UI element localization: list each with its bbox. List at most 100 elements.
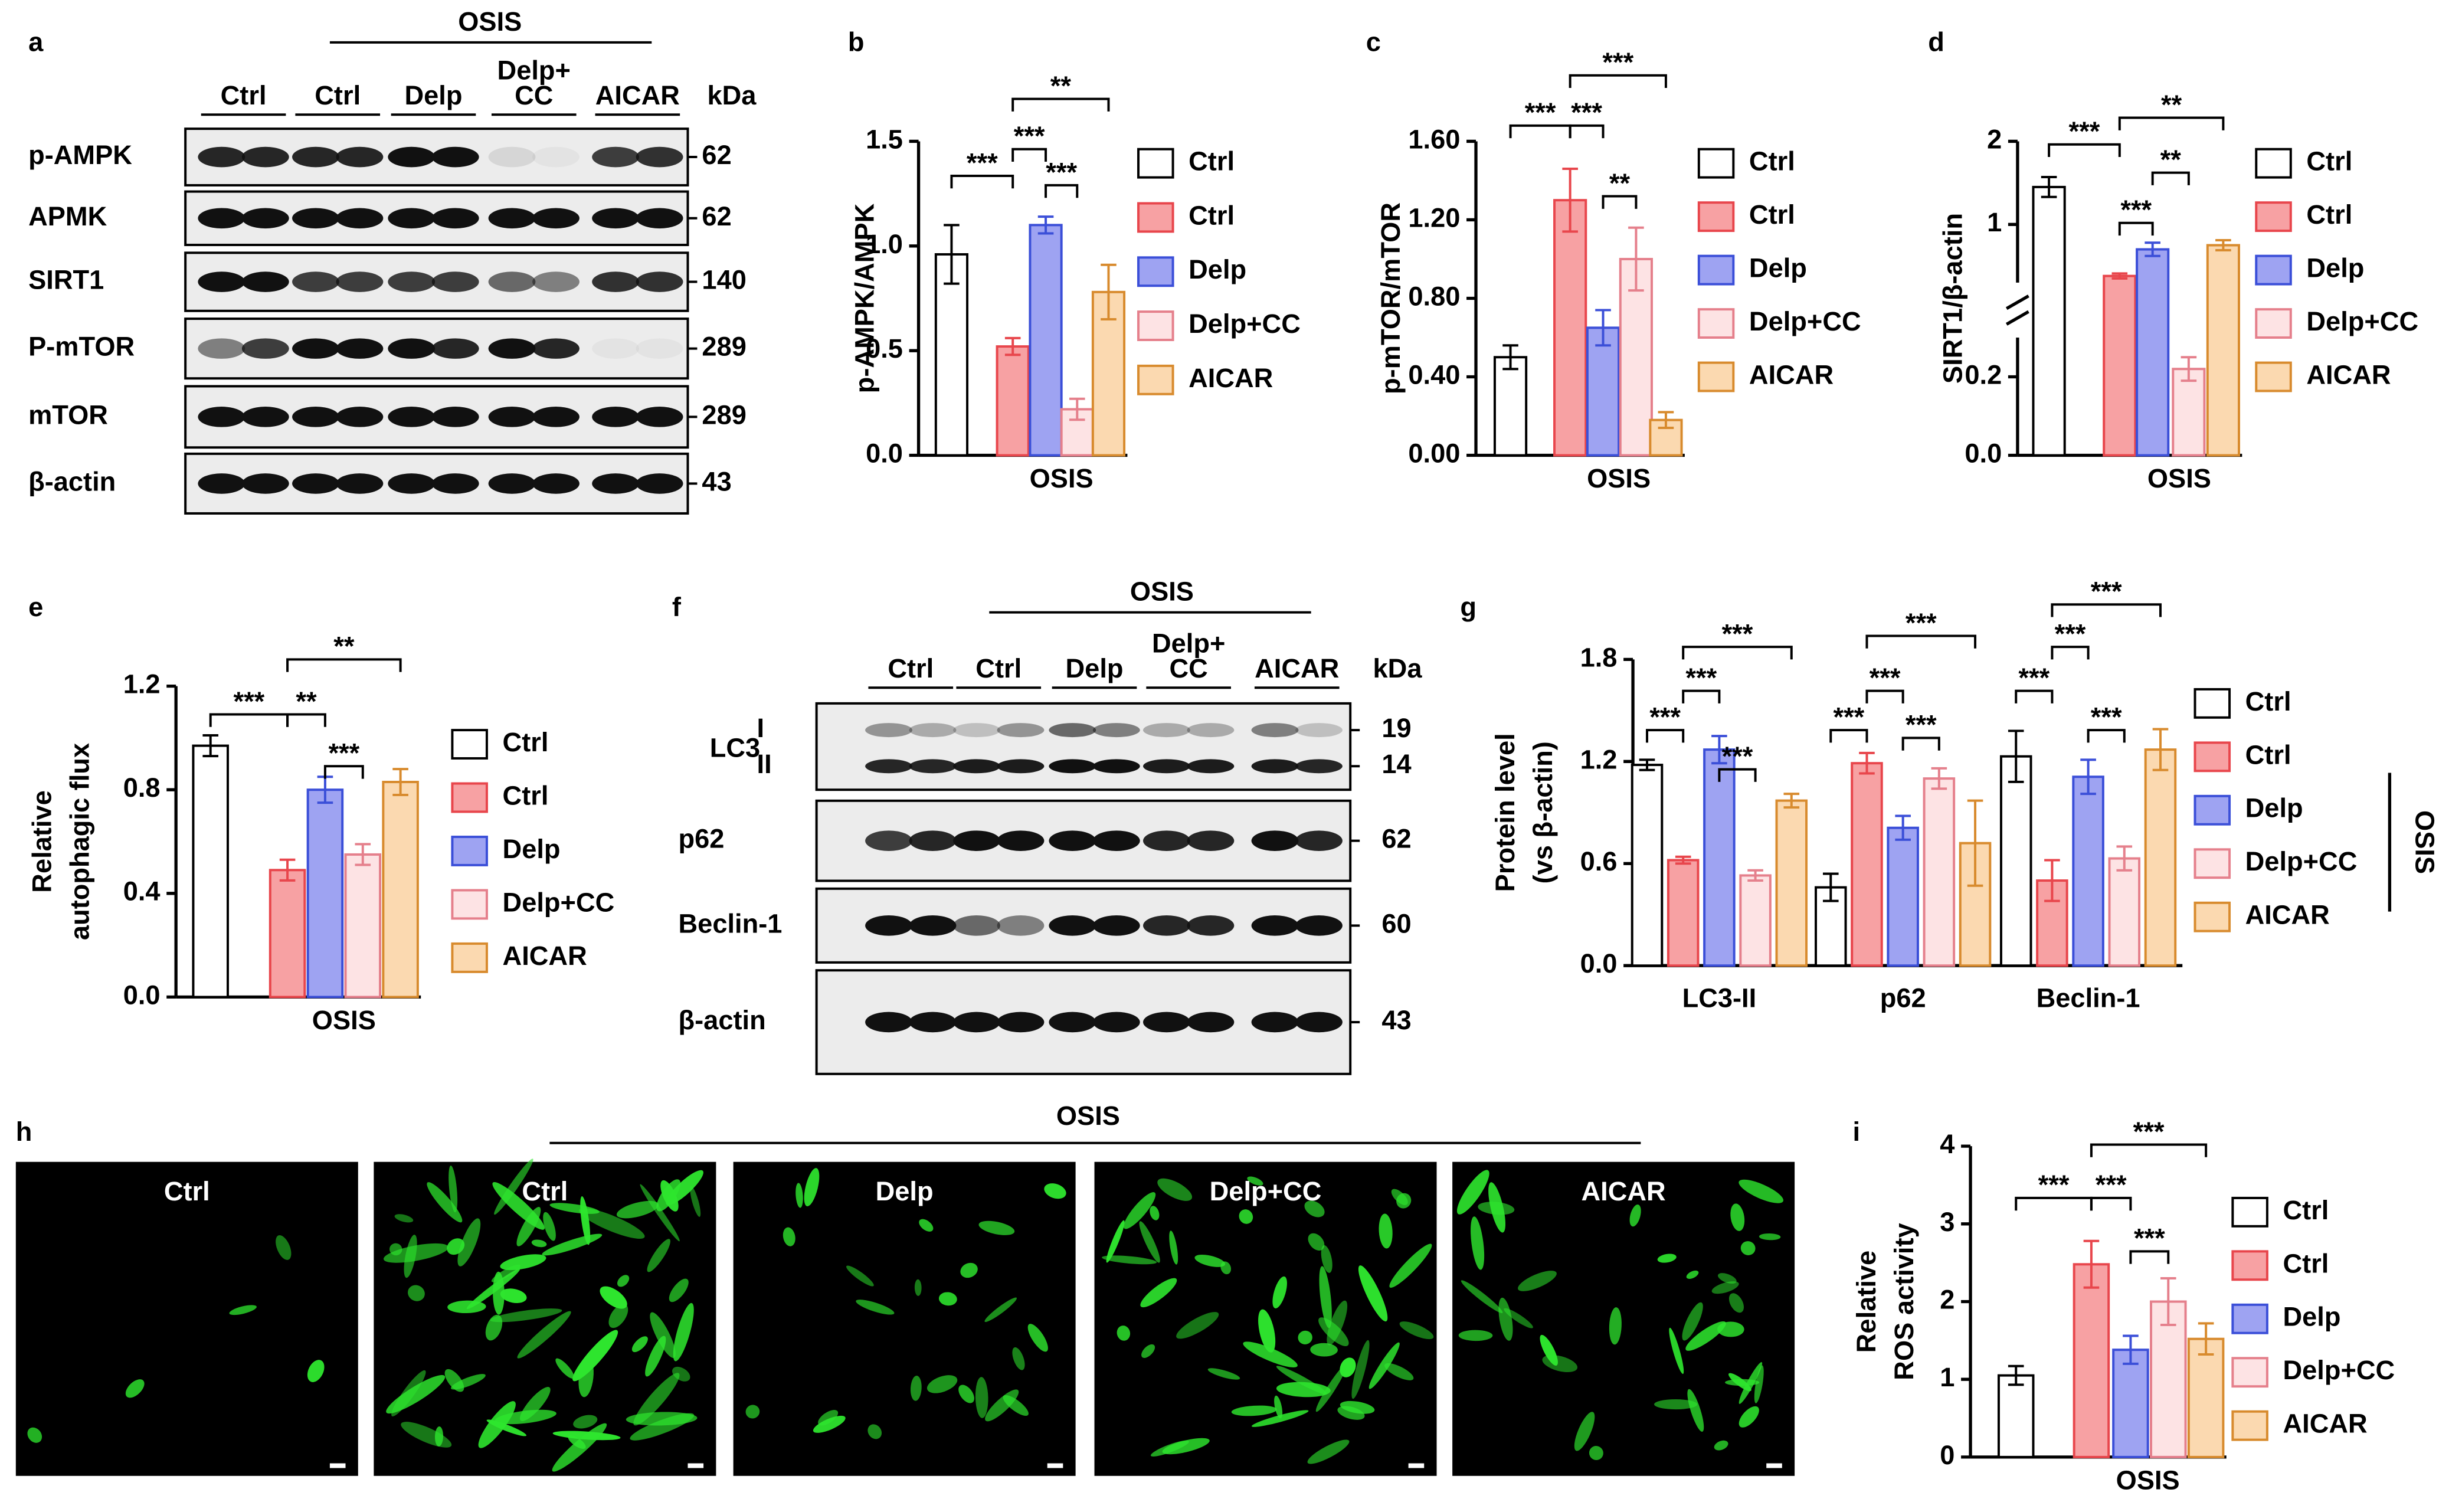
legend-swatch xyxy=(1697,254,1735,286)
legend-swatch xyxy=(2231,1250,2268,1281)
blot-band xyxy=(241,146,289,168)
significance-label: *** xyxy=(2091,702,2122,732)
legend-swatch xyxy=(2255,361,2292,392)
blot-band xyxy=(336,208,384,229)
cell xyxy=(1657,1254,1677,1263)
y-tick-label: 0.80 xyxy=(1408,281,1460,311)
legend-label: AICAR xyxy=(1189,363,1273,393)
cell xyxy=(1239,1209,1253,1224)
cell xyxy=(1456,1170,1489,1215)
blot-band xyxy=(292,146,339,168)
cell xyxy=(1310,1343,1338,1357)
cell xyxy=(27,1427,42,1443)
blot-band xyxy=(1143,1012,1190,1033)
legend-label: AICAR xyxy=(503,941,587,971)
x-tick-label: Beclin-1 xyxy=(2037,983,2140,1013)
row-label: P-mTOR xyxy=(28,332,135,362)
image-label: Ctrl xyxy=(164,1176,210,1206)
blot-band xyxy=(198,208,245,229)
blot-band xyxy=(997,830,1045,851)
kda-label: 62 xyxy=(702,201,731,231)
x-tick-label: p62 xyxy=(1880,983,1926,1013)
y-axis-label: p-mTOR/mTOR xyxy=(1376,202,1406,394)
legend-swatch xyxy=(1697,201,1735,233)
legend-swatch xyxy=(451,729,488,760)
cell xyxy=(978,1220,1015,1235)
y-tick-label: 1.20 xyxy=(1408,202,1460,233)
blot-band xyxy=(292,271,339,292)
blot-band xyxy=(865,1012,912,1033)
cell xyxy=(960,1262,978,1278)
cell xyxy=(552,1423,607,1472)
legend-swatch xyxy=(2255,254,2292,286)
cell xyxy=(394,1214,414,1223)
legend-label: AICAR xyxy=(2306,359,2391,390)
significance-label: *** xyxy=(1602,47,1633,77)
legend-label: Delp xyxy=(2283,1302,2340,1332)
image-label: Delp xyxy=(876,1176,934,1206)
significance-label: *** xyxy=(1571,97,1602,127)
cell xyxy=(1141,1344,1155,1358)
cell xyxy=(1012,1347,1025,1370)
y-axis-label: autophagic flux xyxy=(65,743,95,940)
legend-group-label: OSIS xyxy=(2409,810,2440,874)
cell xyxy=(617,1275,630,1287)
image-label: Delp+CC xyxy=(1210,1176,1322,1206)
blot-band xyxy=(1187,830,1235,851)
cell xyxy=(600,1286,627,1309)
cell xyxy=(478,1401,516,1448)
cell xyxy=(427,1182,463,1223)
legend-label: Delp+CC xyxy=(503,887,615,917)
cell xyxy=(1687,1389,1704,1432)
blot-band xyxy=(953,830,1000,851)
cell xyxy=(856,1300,895,1315)
cell xyxy=(531,1239,547,1248)
significance-bracket xyxy=(1569,74,1667,88)
legend-label: Delp xyxy=(503,834,561,864)
significance-label: *** xyxy=(2018,663,2050,693)
blot-band xyxy=(198,146,245,168)
cell xyxy=(910,1375,922,1401)
significance-label: *** xyxy=(1649,702,1681,732)
blot-band xyxy=(292,208,339,229)
blot-band xyxy=(1251,915,1299,936)
significance-bracket xyxy=(2151,171,2190,185)
legend-label: Delp xyxy=(1749,253,1807,283)
legend-label: Delp+CC xyxy=(1749,306,1861,336)
chart-g: g 0.0 0.6 1.2 1.8 Protein level (vs β-actin) LC… xyxy=(1460,577,2440,1013)
cell xyxy=(1686,1270,1699,1279)
significance-bracket xyxy=(2118,116,2225,130)
cell xyxy=(645,1336,666,1377)
cell xyxy=(633,1373,680,1426)
legend-swatch xyxy=(2193,688,2231,719)
blot-band xyxy=(532,146,580,168)
kda-label: 19 xyxy=(1381,713,1411,743)
chart-b: b0.00.51.01.5p-AMPK/AMPKOSIS***********C… xyxy=(848,27,1301,493)
legend-swatch xyxy=(2231,1410,2268,1441)
blot-band xyxy=(1092,759,1140,774)
blot-band xyxy=(431,146,479,168)
y-tick-label: 2 xyxy=(1987,124,2002,154)
y-tick-label: 0.8 xyxy=(123,773,161,803)
blot-band xyxy=(241,407,289,427)
y-tick-label: 0.5 xyxy=(866,333,903,364)
kda-label: 14 xyxy=(1381,749,1411,779)
legend-swatch xyxy=(451,889,488,920)
significance-bracket xyxy=(323,765,364,779)
blot-band xyxy=(953,1012,1000,1033)
cell xyxy=(1754,1365,1764,1403)
cell xyxy=(1272,1276,1287,1308)
bar xyxy=(1553,199,1587,457)
significance-bracket xyxy=(1865,634,1977,649)
cell xyxy=(1117,1326,1131,1341)
cell xyxy=(640,1184,680,1242)
legend-label: Ctrl xyxy=(1749,146,1795,176)
blot-band xyxy=(488,271,536,292)
bar xyxy=(344,853,382,999)
blot-band xyxy=(388,338,436,359)
cell xyxy=(1298,1330,1312,1344)
cell xyxy=(867,1424,882,1439)
blot-band xyxy=(241,338,289,359)
blot-band xyxy=(336,338,384,359)
